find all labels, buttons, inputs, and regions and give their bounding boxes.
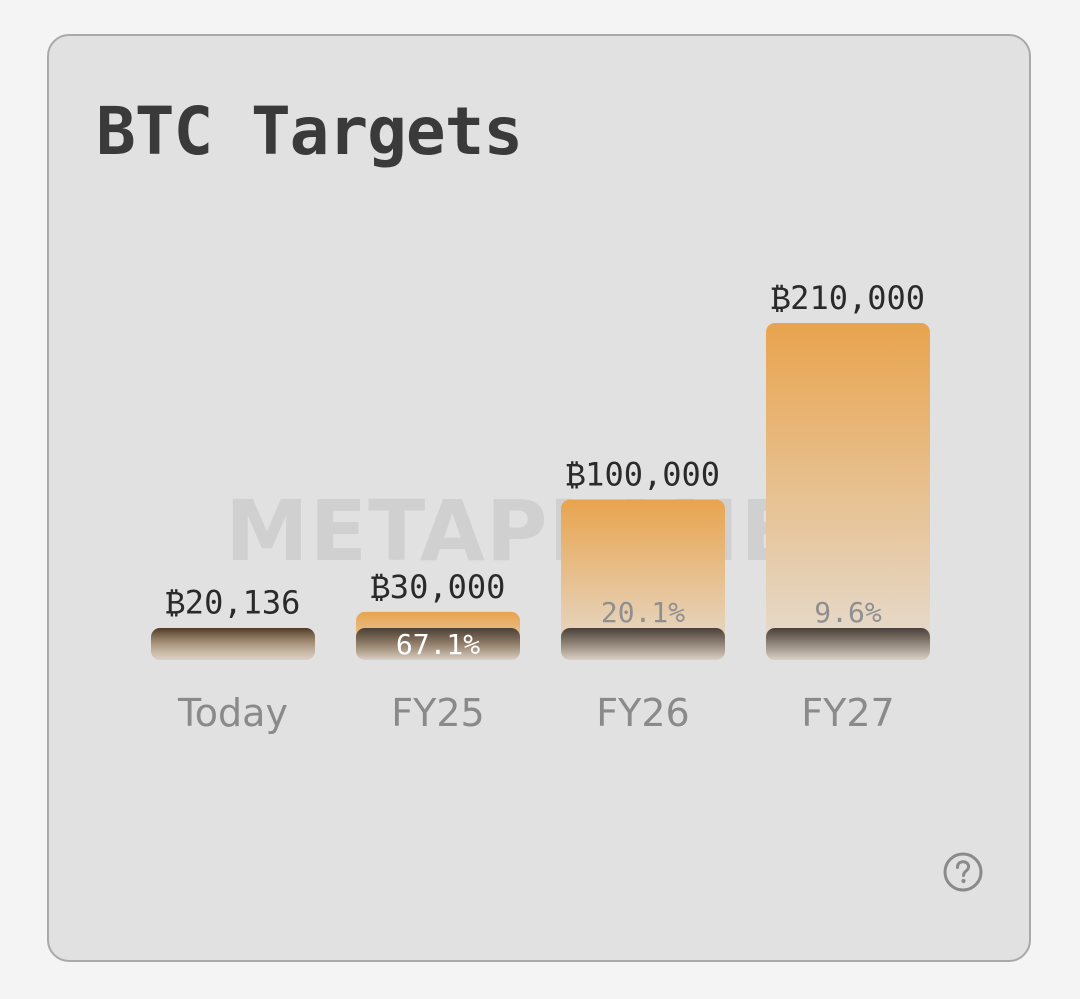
category-label-fy25: FY25 [391, 691, 484, 735]
share-label-fy26: 20.1% [601, 596, 685, 629]
bar-fy26 [561, 499, 725, 660]
bar-today [151, 628, 315, 660]
bar-group-fy26: ₿100,000 20.1% FY26 [561, 456, 725, 735]
btc-targets-chart: METAPLANET ₿20,136 Today ₿30,000 67.1% FY25 ₿… [49, 36, 1029, 960]
category-label-today: Today [177, 691, 288, 735]
current-holdings-band-fy25 [356, 628, 520, 660]
value-label-today: ₿20,136 [166, 584, 301, 622]
chart-svg: ₿20,136 Today ₿30,000 67.1% FY25 ₿100,000 20.1… [151, 279, 930, 735]
bar-group-fy25: ₿30,000 67.1% FY25 [356, 568, 520, 735]
bar-fy27 [766, 323, 930, 660]
current-holdings-band-fy27 [766, 628, 930, 660]
share-label-fy27: 9.6% [814, 596, 882, 629]
current-holdings-band-fy26 [561, 628, 725, 660]
category-label-fy27: FY27 [801, 691, 894, 735]
card-title: BTC Targets [96, 93, 523, 170]
value-label-fy25: ₿30,000 [371, 568, 506, 606]
value-label-fy26: ₿100,000 [566, 456, 720, 494]
share-label-fy25: 67.1% [396, 628, 480, 661]
value-label-fy27: ₿210,000 [771, 279, 925, 317]
category-label-fy26: FY26 [596, 691, 689, 735]
bar-group-today: ₿20,136 Today [151, 584, 315, 735]
help-button[interactable] [942, 851, 984, 893]
bar-group-fy27: ₿210,000 9.6% FY27 [766, 279, 930, 735]
question-circle-icon[interactable] [942, 851, 984, 893]
btc-targets-card: BTC Targets METAPLANET ₿20,136 Today ₿30,0… [47, 34, 1031, 962]
